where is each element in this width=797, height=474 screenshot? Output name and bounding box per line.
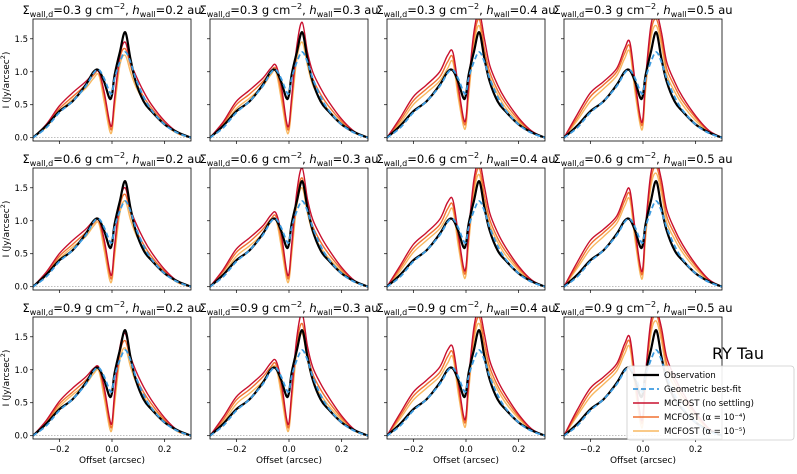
- panel-sigma0.9-h0.3: Σwall,d=0.9 g cm−2, hwall=0.3 au −0.2 0.0 0…: [199, 300, 378, 466]
- panel-sigma0.9-h0.2: Σwall,d=0.9 g cm−2, hwall=0.2 au 0.0 0.5 1.…: [0, 300, 202, 466]
- x-axis-label: Offset (arcsec): [256, 456, 322, 466]
- x-tick-label: 0.2: [335, 445, 349, 455]
- mcfost-no-settling-line: [564, 168, 722, 288]
- legend: Observation Geometric best-fit MCFOST (no …: [626, 365, 795, 441]
- x-tick-label: −0.2: [49, 445, 70, 455]
- legend-box: [626, 365, 795, 441]
- geometric-fit-line: [33, 349, 191, 437]
- panel-sigma0.6-h0.3: Σwall,d=0.6 g cm−2, hwall=0.3 au: [199, 151, 379, 293]
- panel-title: Σwall,d=0.9 g cm−2, hwall=0.3 au: [199, 300, 378, 317]
- x-tick-label: 0.0: [105, 445, 119, 455]
- legend-label-mcfost_a5: MCFOST (α = 10⁻⁵): [664, 427, 746, 437]
- panel-title: Σwall,d=0.6 g cm−2, hwall=0.4 au: [376, 151, 555, 168]
- x-tick-label: −0.2: [580, 445, 601, 455]
- x-tick-label: 0.0: [636, 445, 650, 455]
- panel-title: Σwall,d=0.3 g cm−2, hwall=0.5 au: [553, 2, 732, 19]
- y-tick-label: 0.0: [14, 134, 28, 144]
- mcfost-no-settling-line: [33, 332, 191, 437]
- panel-sigma0.6-h0.2: Σwall,d=0.6 g cm−2, hwall=0.2 au 0.0 0.5 1.…: [0, 151, 202, 293]
- y-tick-label: 0.5: [14, 399, 28, 409]
- x-tick-label: 0.0: [459, 445, 473, 455]
- legend-label-mcfost_nosettle: MCFOST (no settling): [664, 399, 754, 409]
- legend-label-geometric: Geometric best-fit: [664, 385, 742, 395]
- panel-sigma0.6-h0.5: Σwall,d=0.6 g cm−2, hwall=0.5 au: [553, 151, 733, 293]
- panel-title: Σwall,d=0.3 g cm−2, hwall=0.4 au: [376, 2, 555, 19]
- x-tick-label: 0.2: [512, 445, 526, 455]
- panel-title: Σwall,d=0.6 g cm−2, hwall=0.3 au: [199, 151, 378, 168]
- y-tick-label: 0.0: [14, 432, 28, 442]
- panel-title: Σwall,d=0.9 g cm−2, hwall=0.2 au: [22, 300, 201, 317]
- y-tick-label: 0.5: [14, 250, 28, 260]
- legend-label-mcfost_a4: MCFOST (α = 10⁻⁴): [664, 413, 746, 423]
- geometric-fit-line: [564, 51, 722, 139]
- panel-title: Σwall,d=0.6 g cm−2, hwall=0.2 au: [22, 151, 201, 168]
- x-tick-label: −0.2: [403, 445, 424, 455]
- y-tick-label: 1.0: [14, 366, 28, 376]
- panel-title: Σwall,d=0.9 g cm−2, hwall=0.5 au: [553, 300, 732, 317]
- geometric-fit-line: [210, 349, 368, 437]
- y-axis-label: I (Jy/arcsec2): [0, 350, 12, 407]
- geometric-fit-line: [210, 51, 368, 139]
- x-axis-label: Offset (arcsec): [610, 456, 676, 466]
- legend-label-observation: Observation: [664, 371, 716, 381]
- panel-title: Σwall,d=0.3 g cm−2, hwall=0.3 au: [199, 2, 378, 19]
- x-axis-label: Offset (arcsec): [79, 456, 145, 466]
- panel-sigma0.3-h0.5: Σwall,d=0.3 g cm−2, hwall=0.5 au: [553, 2, 733, 144]
- mcfost-no-settling-line: [210, 21, 368, 139]
- x-tick-label: 0.2: [158, 445, 172, 455]
- mcfost-no-settling-line: [210, 168, 368, 288]
- y-tick-label: 0.0: [14, 283, 28, 293]
- y-tick-label: 1.0: [14, 217, 28, 227]
- geometric-fit-line: [210, 200, 368, 288]
- geometric-fit-line: [387, 349, 545, 437]
- y-tick-label: 1.5: [14, 35, 28, 45]
- x-tick-label: 0.0: [282, 445, 296, 455]
- geometric-fit-line: [564, 200, 722, 288]
- geometric-fit-line: [33, 200, 191, 288]
- x-tick-label: −0.2: [226, 445, 247, 455]
- star-label: RY Tau: [712, 344, 764, 363]
- panel-sigma0.3-h0.3: Σwall,d=0.3 g cm−2, hwall=0.3 au: [199, 2, 379, 144]
- panel-sigma0.6-h0.4: Σwall,d=0.6 g cm−2, hwall=0.4 au: [376, 151, 556, 293]
- y-tick-label: 1.5: [14, 184, 28, 194]
- mcfost-no-settling-line: [387, 19, 545, 139]
- mcfost-no-settling-line: [387, 317, 545, 437]
- geometric-fit-line: [33, 51, 191, 139]
- panel-title: Σwall,d=0.6 g cm−2, hwall=0.5 au: [553, 151, 732, 168]
- panel-sigma0.3-h0.2: Σwall,d=0.3 g cm−2, hwall=0.2 au 0.0 0.5 1.…: [0, 2, 202, 144]
- panel-sigma0.9-h0.4: Σwall,d=0.9 g cm−2, hwall=0.4 au −0.2 0.0 0…: [376, 300, 555, 466]
- geometric-fit-line: [387, 51, 545, 139]
- y-tick-label: 0.5: [14, 101, 28, 111]
- mcfost-no-settling-line: [387, 168, 545, 288]
- geometric-fit-line: [387, 200, 545, 288]
- y-tick-label: 1.5: [14, 333, 28, 343]
- mcfost-no-settling-line: [564, 19, 722, 139]
- y-axis-label: I (Jy/arcsec2): [0, 52, 12, 109]
- x-tick-label: 0.2: [689, 445, 703, 455]
- panel-sigma0.3-h0.4: Σwall,d=0.3 g cm−2, hwall=0.4 au: [376, 2, 556, 144]
- x-axis-label: Offset (arcsec): [433, 456, 499, 466]
- panel-title: Σwall,d=0.3 g cm−2, hwall=0.2 au: [22, 2, 201, 19]
- panel-title: Σwall,d=0.9 g cm−2, hwall=0.4 au: [376, 300, 555, 317]
- mcfost-no-settling-line: [33, 41, 191, 139]
- y-axis-label: I (Jy/arcsec2): [0, 201, 12, 258]
- mcfost-no-settling-line: [210, 317, 368, 437]
- mcfost-no-settling-line: [33, 186, 191, 288]
- y-tick-label: 1.0: [14, 68, 28, 78]
